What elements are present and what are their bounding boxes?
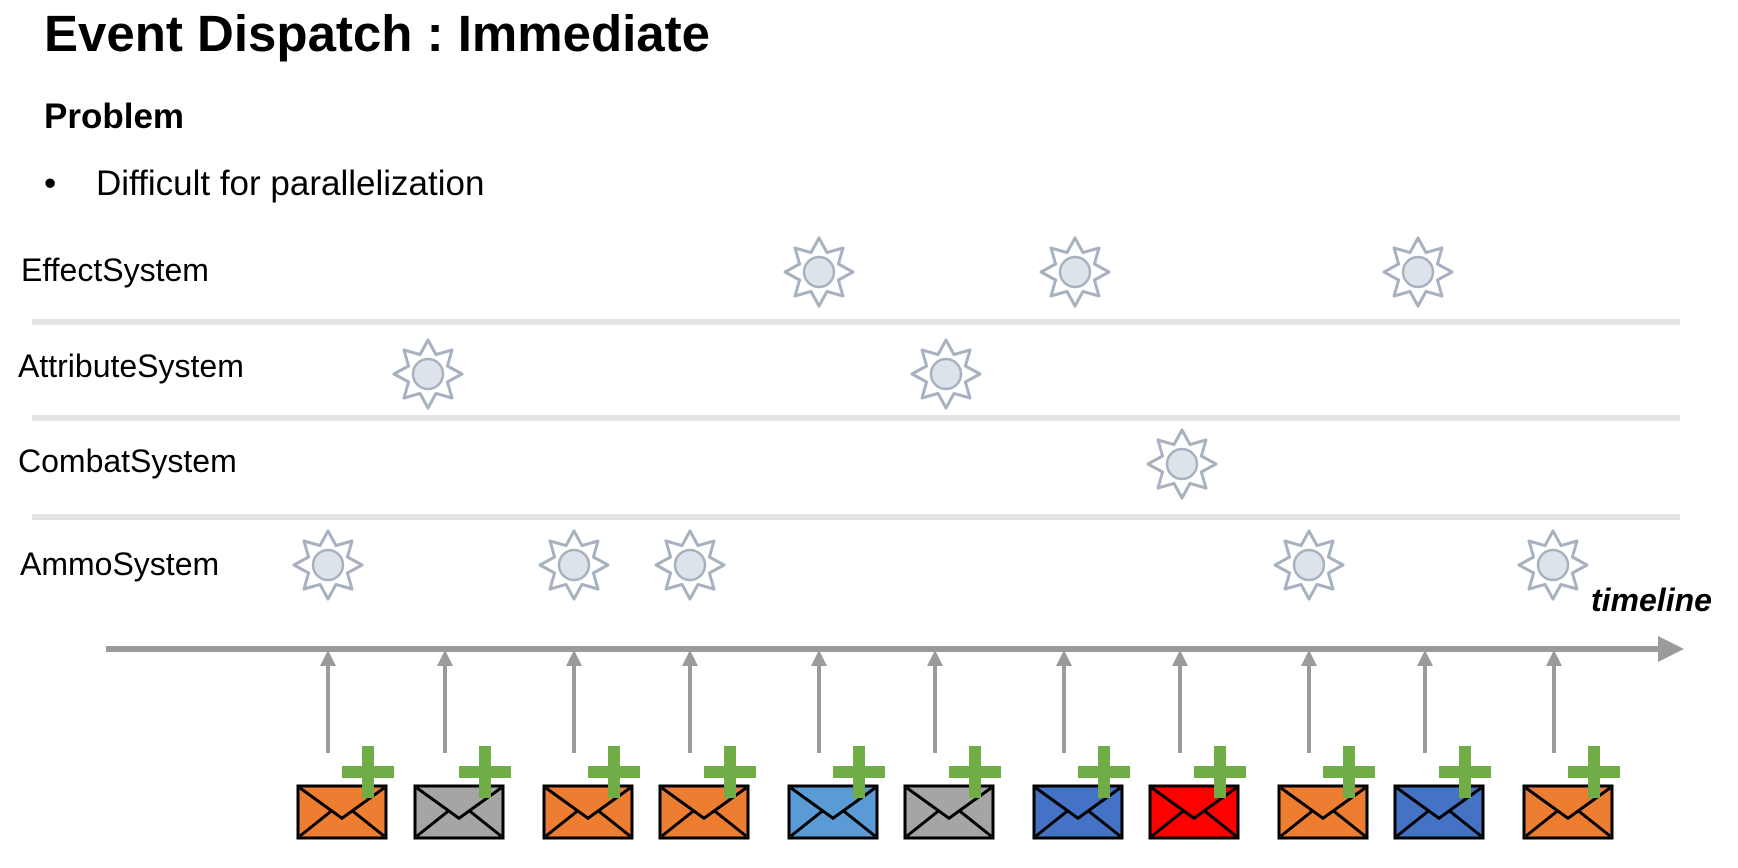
event-envelope [787, 746, 885, 840]
sun-icon [1039, 236, 1111, 308]
event-envelope [296, 746, 394, 840]
lane-divider [32, 514, 1680, 520]
lane-divider [32, 319, 1680, 325]
event-envelope [413, 746, 511, 840]
plus-icon [833, 746, 885, 798]
sun-icon [1146, 428, 1218, 500]
bullet-item: • Difficult for parallelization [44, 162, 484, 206]
lane-label-effect-system: EffectSystem [21, 252, 209, 288]
sun-icon [1517, 529, 1589, 601]
sun-icon [392, 338, 464, 410]
plus-icon [949, 746, 1001, 798]
plus-icon [459, 746, 511, 798]
plus-icon [1568, 746, 1620, 798]
sun-icon [292, 529, 364, 601]
bullet-text: Difficult for parallelization [96, 164, 485, 203]
lane-label-attribute-system: AttributeSystem [18, 348, 244, 384]
timeline-arrowhead [1658, 636, 1684, 662]
sun-icon [783, 236, 855, 308]
dispatch-arrow [1056, 650, 1072, 753]
section-heading: Problem [44, 97, 185, 136]
lane-label-combat-system: CombatSystem [18, 443, 237, 479]
sun-icon [1382, 236, 1454, 308]
sun-icon [910, 338, 982, 410]
dispatch-arrow [437, 650, 453, 753]
dispatch-arrow [566, 650, 582, 753]
lane-divider [32, 415, 1680, 421]
dispatch-arrow [320, 650, 336, 753]
plus-icon [1439, 746, 1491, 798]
event-envelope [542, 746, 640, 840]
plus-icon [342, 746, 394, 798]
bullet-dot: • [44, 164, 57, 203]
sun-icon [654, 529, 726, 601]
event-envelope [1522, 746, 1620, 840]
plus-icon [588, 746, 640, 798]
plus-icon [1323, 746, 1375, 798]
event-envelope [1032, 746, 1130, 840]
dispatch-arrow [927, 650, 943, 753]
plus-icon [1194, 746, 1246, 798]
dispatch-arrow [1301, 650, 1317, 753]
lane-label-ammo-system: AmmoSystem [20, 546, 220, 582]
event-envelope [1393, 746, 1491, 840]
plus-icon [1078, 746, 1130, 798]
envelope-icon [1522, 784, 1614, 840]
event-envelope [903, 746, 1001, 840]
sun-icon [1273, 529, 1345, 601]
dispatch-arrow [1546, 650, 1562, 753]
timeline-label: timeline [1591, 582, 1712, 618]
dispatch-arrow [682, 650, 698, 753]
event-envelope [1277, 746, 1375, 840]
plus-icon [704, 746, 756, 798]
dispatch-arrow [1417, 650, 1433, 753]
dispatch-arrow [811, 650, 827, 753]
page-title: Event Dispatch : Immediate [44, 5, 711, 62]
event-envelope [1148, 746, 1246, 840]
event-envelope [658, 746, 756, 840]
sun-icon [538, 529, 610, 601]
dispatch-arrow [1172, 650, 1188, 753]
